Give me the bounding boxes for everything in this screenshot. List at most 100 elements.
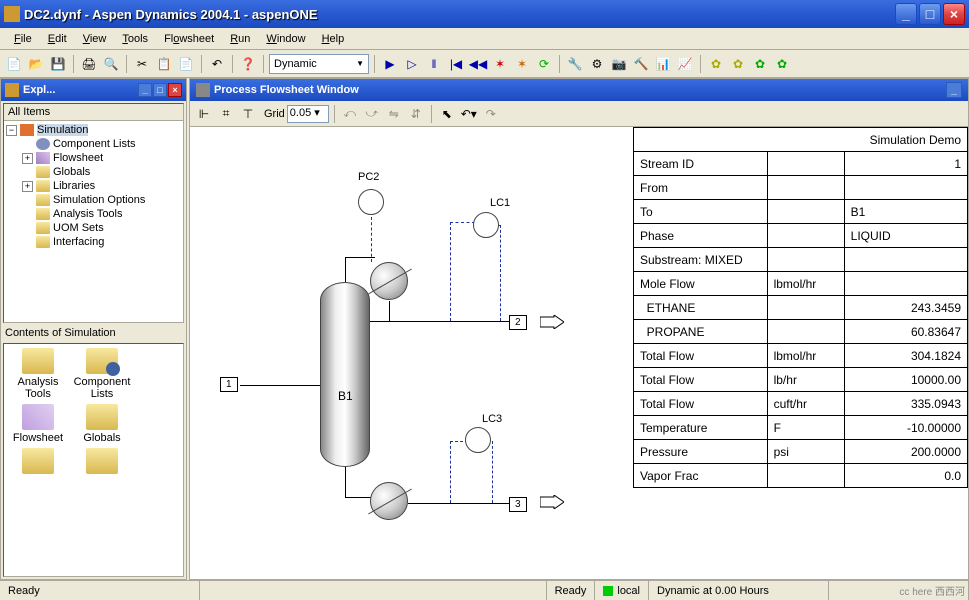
grid-input[interactable]: 0.05 ▾ (287, 105, 329, 123)
explorer-maximize[interactable]: □ (153, 83, 167, 97)
tool-x3[interactable]: ⟳ (534, 54, 554, 74)
fw-pointer[interactable]: ⬉ (437, 104, 457, 124)
fw-flip-2[interactable]: ⇵ (406, 104, 426, 124)
block-b1[interactable] (320, 282, 370, 467)
row-label: To (634, 200, 768, 224)
tool-x1[interactable]: ✶ (490, 54, 510, 74)
pc2-label: PC2 (358, 171, 379, 183)
flowsheet-title: Process Flowsheet Window (214, 84, 946, 96)
pause-button[interactable]: ‖ (424, 54, 444, 74)
menu-view[interactable]: View (75, 31, 115, 47)
fw-flip-1[interactable]: ⇋ (384, 104, 404, 124)
menu-window[interactable]: Window (258, 31, 313, 47)
tree-root-label: Simulation (37, 124, 88, 136)
fw-rotate-2[interactable]: ⤻ (362, 104, 382, 124)
fastback-button[interactable]: ◀◀ (468, 54, 488, 74)
menu-flowsheet[interactable]: Flowsheet (156, 31, 222, 47)
maximize-button[interactable]: □ (919, 3, 941, 25)
content-item[interactable]: Globals (72, 404, 132, 444)
content-item[interactable] (8, 448, 68, 476)
row-label: Vapor Frac (634, 464, 768, 488)
stream-2-label[interactable]: 2 (509, 315, 527, 330)
row-unit: cuft/hr (767, 392, 844, 416)
tool-b2[interactable]: ✿ (728, 54, 748, 74)
flowsheet-canvas[interactable]: 1 B1 (190, 127, 968, 579)
undo-button[interactable]: ↶ (207, 54, 227, 74)
fw-tool-2[interactable]: ⌗ (216, 104, 236, 124)
tree-item[interactable]: Analysis Tools (22, 207, 181, 221)
print-button[interactable]: 🖨 (79, 54, 99, 74)
rewind-button[interactable]: |◀ (446, 54, 466, 74)
paste-button[interactable]: 📄 (176, 54, 196, 74)
content-item[interactable]: Component Lists (72, 348, 132, 400)
minimize-button[interactable]: _ (895, 3, 917, 25)
status-ready-2: Ready (547, 581, 596, 600)
cut-button[interactable]: ✂ (132, 54, 152, 74)
tool-a2[interactable]: ⚙ (587, 54, 607, 74)
menu-file[interactable]: File (6, 31, 40, 47)
content-item[interactable]: Analysis Tools (8, 348, 68, 400)
flowsheet-toolbar: ⊩ ⌗ ⊤ Grid 0.05 ▾ ⤺ ⤻ ⇋ ⇵ ⬉ ↶▾ ↷ (190, 101, 968, 127)
tree-item[interactable]: Globals (22, 165, 181, 179)
tool-a6[interactable]: 📈 (675, 54, 695, 74)
controller-pc2[interactable] (358, 189, 384, 215)
row-value: 200.0000 (844, 440, 967, 464)
tree-item[interactable]: Interfacing (22, 235, 181, 249)
copy-button[interactable]: 📋 (154, 54, 174, 74)
help-button[interactable]: ❓ (238, 54, 258, 74)
explorer-minimize[interactable]: _ (138, 83, 152, 97)
expand-icon[interactable]: + (22, 181, 33, 192)
tree-root[interactable]: − Simulation (6, 123, 181, 137)
expand-icon[interactable]: + (22, 153, 33, 164)
tool-a5[interactable]: 📊 (653, 54, 673, 74)
step-button[interactable]: ▷ (402, 54, 422, 74)
run-button[interactable]: ▶ (380, 54, 400, 74)
controller-lc3[interactable] (465, 427, 491, 453)
stream-3-label[interactable]: 3 (509, 497, 527, 512)
fw-tool-3[interactable]: ⊤ (238, 104, 258, 124)
tool-b1[interactable]: ✿ (706, 54, 726, 74)
tree-view[interactable]: All Items − Simulation Component Lists+F… (3, 103, 184, 323)
heat-exchanger-1[interactable] (370, 262, 408, 300)
fw-redo[interactable]: ↷ (481, 104, 501, 124)
menu-edit[interactable]: Edit (40, 31, 75, 47)
row-value: 1 (844, 152, 967, 176)
flowsheet-window: Process Flowsheet Window _ ⊩ ⌗ ⊤ Grid 0.… (189, 78, 969, 580)
menu-tools[interactable]: Tools (114, 31, 156, 47)
tree-item[interactable]: Simulation Options (22, 193, 181, 207)
fw-undo[interactable]: ↶▾ (459, 104, 479, 124)
controller-lc1[interactable] (473, 212, 499, 238)
tool-a3[interactable]: 📷 (609, 54, 629, 74)
tree-item[interactable]: Component Lists (22, 137, 181, 151)
row-unit: F (767, 416, 844, 440)
tool-b3[interactable]: ✿ (750, 54, 770, 74)
content-item[interactable] (72, 448, 132, 476)
content-item[interactable]: Flowsheet (8, 404, 68, 444)
tool-x2[interactable]: ✶ (512, 54, 532, 74)
stream-1-label[interactable]: 1 (220, 377, 238, 392)
tree-item[interactable]: +Libraries (22, 179, 181, 193)
tree-item[interactable]: UOM Sets (22, 221, 181, 235)
menu-run[interactable]: Run (222, 31, 258, 47)
expand-icon[interactable]: − (6, 125, 17, 136)
tree-item[interactable]: +Flowsheet (22, 151, 181, 165)
open-button[interactable]: 📂 (26, 54, 46, 74)
stream-3-arrow (540, 495, 564, 509)
save-button[interactable]: 💾 (48, 54, 68, 74)
row-unit: psi (767, 440, 844, 464)
fw-tool-1[interactable]: ⊩ (194, 104, 214, 124)
tool-a1[interactable]: 🔧 (565, 54, 585, 74)
tool-b4[interactable]: ✿ (772, 54, 792, 74)
fw-rotate-1[interactable]: ⤺ (340, 104, 360, 124)
mode-select[interactable]: Dynamic▼ (269, 54, 369, 74)
close-button[interactable]: × (943, 3, 965, 25)
preview-button[interactable]: 🔍 (101, 54, 121, 74)
tool-a4[interactable]: 🔨 (631, 54, 651, 74)
flowsheet-minimize[interactable]: _ (946, 82, 962, 98)
explorer-close[interactable]: × (168, 83, 182, 97)
menu-help[interactable]: Help (314, 31, 353, 47)
row-label: Total Flow (634, 344, 768, 368)
row-unit (767, 296, 844, 320)
new-button[interactable]: 📄 (4, 54, 24, 74)
heat-exchanger-2[interactable] (370, 482, 408, 520)
